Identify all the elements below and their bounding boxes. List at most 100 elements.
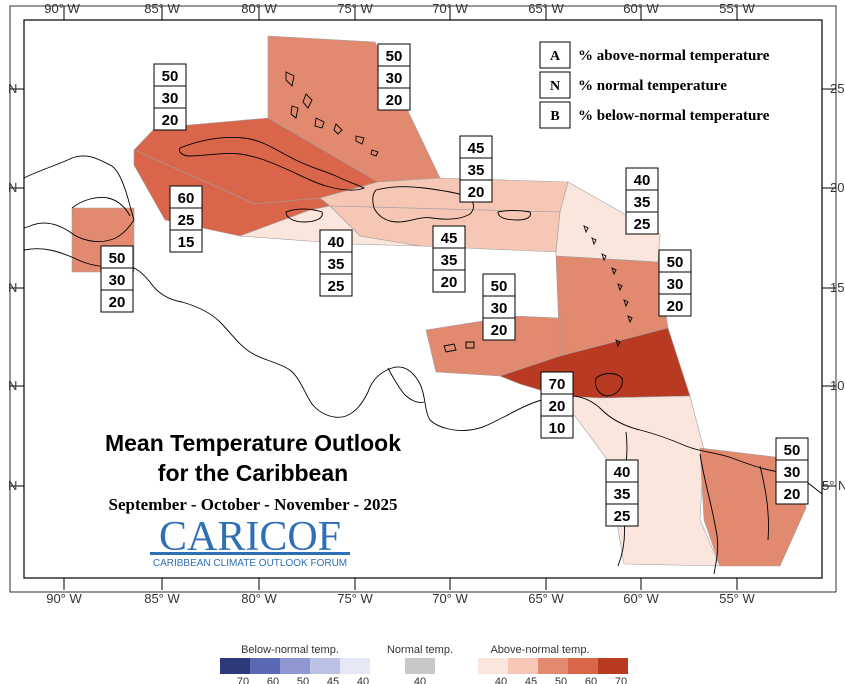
scale-normal-label: Normal temp. [387,644,453,656]
prob-above: 45 [468,140,485,157]
below-tick-1: 60 [267,676,279,684]
below-swatch-4 [340,658,370,674]
prob-box-trinidad-tobago: 70 20 10 [540,371,574,439]
above-swatch-2 [538,658,568,674]
prob-normal: 30 [667,276,684,293]
above-swatch-4 [598,658,628,674]
lon-bottom-65: 65° W [528,591,564,606]
prob-below: 20 [441,274,458,291]
above-swatch-1 [508,658,538,674]
prob-normal: 30 [491,300,508,317]
prob-box-hispaniola-south: 45 35 20 [432,225,466,293]
above-tick-4: 70 [615,676,627,684]
prob-box-windward-islands: 50 30 20 [658,249,692,317]
prob-box-haiti-southwest: 40 35 25 [319,229,353,297]
prob-box-jamaica-cayman: 60 25 15 [169,185,203,253]
lat-left-15: N [8,280,17,295]
key-letter-below: B [550,109,559,124]
above-tick-2: 50 [555,676,567,684]
prob-above: 60 [178,190,195,207]
title-line-1: Mean Temperature Outlook [105,430,401,456]
prob-above: 45 [441,230,458,247]
scale-above-label: Above-normal temp. [490,644,589,656]
prob-above: 40 [614,464,631,481]
title-line-2: for the Caribbean [158,460,348,486]
prob-below: 20 [109,294,126,311]
key-text-above: % above-normal temperature [578,48,770,64]
lon-bottom-90: 90° W [46,591,82,606]
scale-above-swatches: 40 45 50 60 70 [478,658,628,684]
prob-normal: 20 [549,398,566,415]
prob-box-belize: 50 30 20 [100,245,134,313]
prob-normal: 35 [614,486,631,503]
prob-above: 70 [549,376,566,393]
lat-left-25: N [8,81,17,96]
lat-right-10: 10 [830,378,844,393]
probability-key: A N B % above-normal temperature % norma… [539,41,770,129]
longitude-ticks-bottom: 90° W 85° W 80° W 75° W 70° W 65° W 60° … [46,578,755,606]
prob-normal: 30 [784,464,801,481]
prob-below: 20 [468,184,485,201]
prob-normal: 30 [162,90,179,107]
prob-box-abc-islands: 50 30 20 [482,273,516,341]
below-tick-3: 45 [327,676,339,684]
lon-top-75: 75° W [337,1,373,16]
latitude-ticks: N N N N N 25 20 15 10 5° N [8,81,845,493]
scale-below-swatches: 70 60 50 45 40 [220,658,370,684]
prob-above: 50 [784,442,801,459]
lat-left-10: N [8,378,17,393]
prob-normal: 30 [109,272,126,289]
colour-scale: Below-normal temp. Normal temp. Above-no… [220,644,628,684]
prob-box-hispaniola-north: 45 35 20 [459,135,493,203]
prob-box-guyana: 40 35 25 [605,459,639,527]
scale-normal-swatches: 40 [405,658,435,684]
above-swatch-0 [478,658,508,674]
lon-top-80: 80° W [241,1,277,16]
lon-bottom-80: 80° W [241,591,277,606]
above-tick-1: 45 [525,676,537,684]
map-title-block: Mean Temperature Outlook for the Caribbe… [105,430,401,514]
prob-normal: 35 [634,194,651,211]
lon-top-55: 55° W [719,1,755,16]
prob-box-bahamas: 50 30 20 [377,43,411,111]
prob-below: 20 [667,298,684,315]
lon-top-85: 85° W [144,1,180,16]
longitude-ticks-top: 90° W 85° W 80° W 75° W 70° W 65° W 60° … [44,1,755,20]
prob-normal: 25 [178,212,195,229]
prob-below: 20 [491,322,508,339]
prob-below: 20 [386,92,403,109]
prob-below: 20 [162,112,179,129]
key-text-normal: % normal temperature [578,78,727,94]
prob-below: 25 [328,278,345,295]
lon-top-65: 65° W [528,1,564,16]
below-tick-4: 40 [357,676,369,684]
prob-normal: 30 [386,70,403,87]
prob-below: 10 [549,420,566,437]
scale-below-label: Below-normal temp. [241,644,339,656]
lat-left-20: N [8,180,17,195]
prob-normal: 35 [468,162,485,179]
above-swatch-3 [568,658,598,674]
outer-frame [9,5,837,593]
prob-above: 40 [634,172,651,189]
probability-boxes: 50 30 20 50 30 20 60 25 15 50 30 20 45 3… [100,43,809,527]
season-line: September - October - November - 2025 [109,495,398,514]
prob-above: 50 [109,250,126,267]
below-swatch-2 [280,658,310,674]
prob-above: 40 [328,234,345,251]
logo-subtitle: CARIBBEAN CLIMATE OUTLOOK FORUM [153,558,347,569]
caricof-logo: CARICOF CARIBBEAN CLIMATE OUTLOOK FORUM [150,514,350,569]
prob-below: 25 [614,508,631,525]
prob-above: 50 [491,278,508,295]
prob-above: 50 [667,254,684,271]
prob-normal: 35 [441,252,458,269]
lat-left-5: N [8,478,17,493]
lon-bottom-75: 75° W [337,591,373,606]
lat-right-20: 20 [830,180,844,195]
prob-box-suriname-french-guiana: 50 30 20 [775,437,809,505]
below-swatch-3 [310,658,340,674]
lon-bottom-60: 60° W [623,591,659,606]
normal-tick-0: 40 [414,676,426,684]
lon-top-90: 90° W [44,1,80,16]
prob-above: 50 [386,48,403,65]
